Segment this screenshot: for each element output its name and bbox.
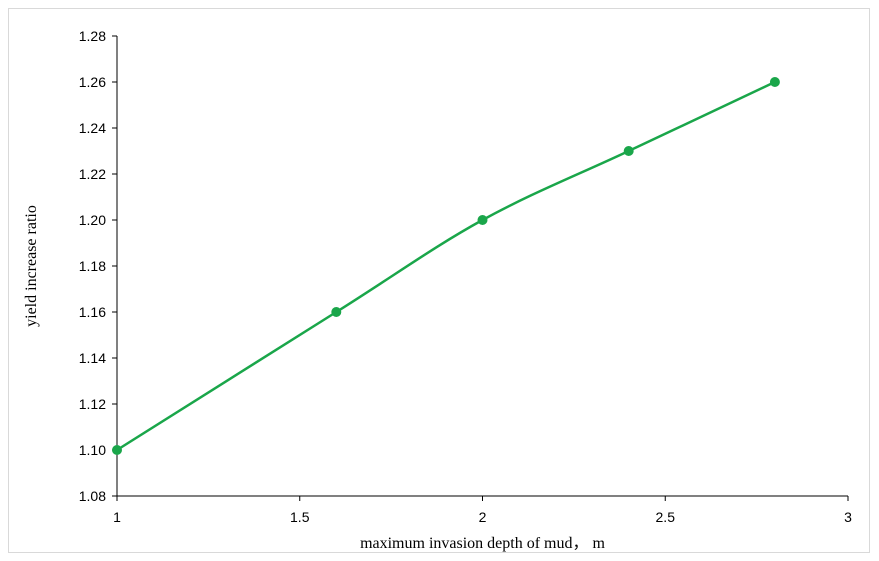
data-point	[623, 146, 634, 156]
x-axis-ticks: 1 1.5 2 2.5 3	[113, 496, 852, 525]
y-tick-label: 1.22	[79, 166, 106, 182]
y-tick-label: 1.16	[79, 304, 106, 320]
data-point	[112, 445, 122, 455]
x-tick-label: 2	[479, 509, 487, 525]
y-tick-label: 1.20	[79, 212, 106, 228]
x-tick-label: 2.5	[656, 509, 676, 525]
y-tick-label: 1.18	[79, 258, 106, 274]
y-axis-ticks: 1.08 1.10 1.12 1.14 1.16 1.18 1.20 1.22 1.24 1.26…	[79, 28, 117, 504]
y-tick-label: 1.26	[79, 74, 106, 90]
y-tick-label: 1.12	[79, 396, 106, 412]
y-tick-label: 1.14	[79, 350, 106, 366]
y-tick-label: 1.10	[79, 442, 106, 458]
y-axis-title: yield increase ratio	[23, 205, 40, 327]
x-tick-label: 1.5	[290, 509, 310, 525]
x-tick-label: 3	[844, 509, 852, 525]
series-line	[116, 80, 776, 452]
data-point	[477, 215, 488, 225]
y-tick-label: 1.24	[79, 120, 106, 136]
y-tick-label: 1.28	[79, 28, 106, 44]
data-point	[769, 77, 780, 87]
data-point	[331, 307, 342, 317]
y-tick-label: 1.08	[79, 488, 106, 504]
axes	[116, 36, 848, 497]
x-axis-title: maximum invasion depth of mud， m	[360, 535, 605, 552]
series-layer	[112, 77, 780, 455]
chart-frame	[8, 8, 870, 553]
x-tick-label: 1	[113, 509, 121, 525]
